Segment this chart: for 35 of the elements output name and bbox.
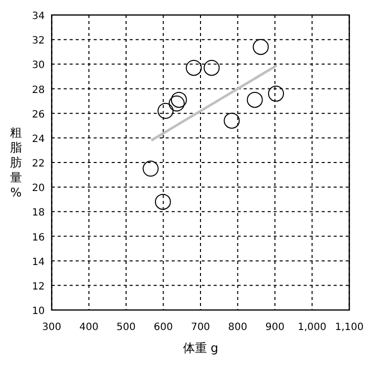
y-tick-label: 10 xyxy=(32,306,45,317)
x-tick-label: 900 xyxy=(265,322,284,333)
y-tick-label: 24 xyxy=(32,134,45,145)
point xyxy=(154,194,171,210)
y-tick-label: 22 xyxy=(32,158,45,170)
y-tick-label: 14 xyxy=(32,256,45,268)
point xyxy=(186,60,202,76)
point xyxy=(158,102,174,119)
y-tick-label: 26 xyxy=(32,109,45,120)
point xyxy=(168,96,185,112)
y-tick-label: 28 xyxy=(32,84,45,96)
y-tick-label: 12 xyxy=(32,281,45,292)
point xyxy=(246,92,263,108)
x-tick-label: 1,100 xyxy=(334,322,364,333)
x-tick-label: 500 xyxy=(116,322,136,333)
y-tick-label: 34 xyxy=(32,11,45,22)
x-tick-label: 800 xyxy=(228,322,248,333)
y-tick-label: 16 xyxy=(32,232,45,244)
y-tick-label: 30 xyxy=(32,60,45,72)
point xyxy=(170,92,187,108)
point xyxy=(252,38,269,55)
x-tick-label: 1,000 xyxy=(298,322,326,333)
x-tick-label: 600 xyxy=(154,322,173,333)
y-tick-label: 20 xyxy=(32,183,45,194)
x-tick-label: 400 xyxy=(79,322,98,333)
x-tick-label: 300 xyxy=(42,322,62,333)
point xyxy=(142,160,159,177)
point xyxy=(224,112,240,129)
y-tick-label: 18 xyxy=(32,208,45,219)
x-tick-label: 700 xyxy=(190,322,210,333)
point xyxy=(268,86,284,102)
point xyxy=(204,60,220,76)
y-axis-title: 粗脂肪量% xyxy=(10,126,22,200)
x-axis-title: 体重 g xyxy=(182,341,218,355)
y-tick-label: 32 xyxy=(32,36,45,47)
